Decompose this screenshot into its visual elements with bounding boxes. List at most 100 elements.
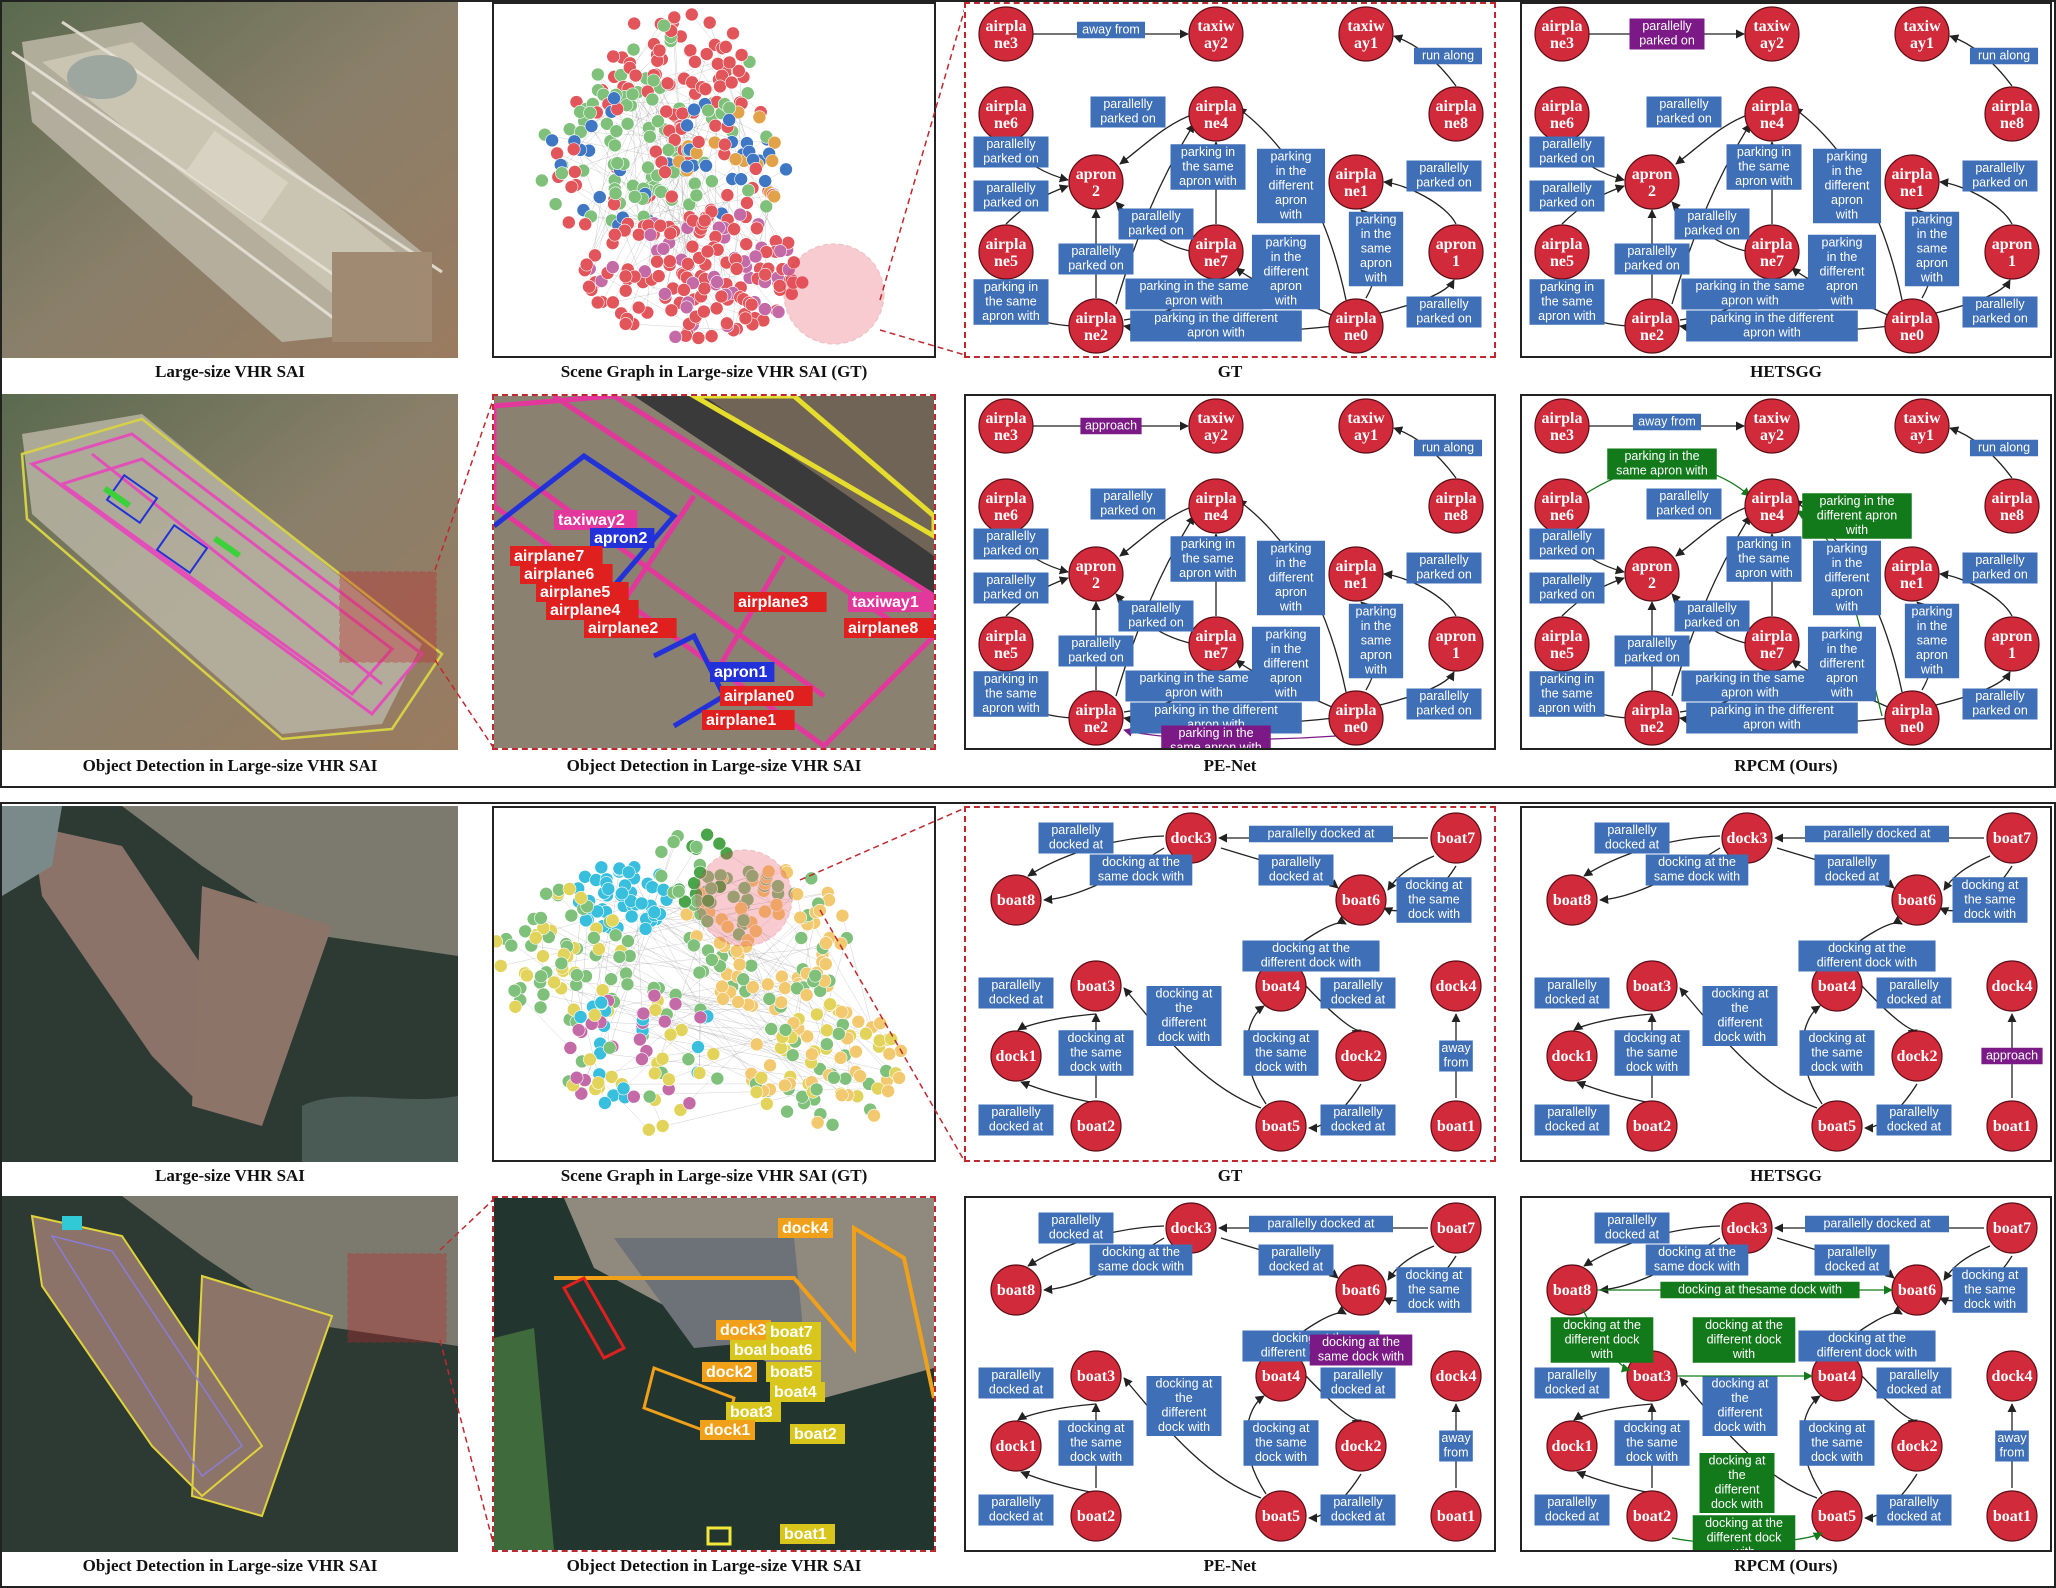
node-n6: airpla ne6 (1534, 86, 1590, 142)
svg-text:airplane6: airplane6 (524, 566, 594, 583)
svg-text:boat2: boat2 (1077, 1118, 1115, 1135)
rel-n7-n4: parking in the same apron with (1726, 144, 1802, 190)
svg-text:airplane0: airplane0 (724, 688, 794, 705)
node-b4: boat4 (1255, 960, 1307, 1012)
node-a2: apron 2 (1068, 546, 1124, 602)
rel-n6-a2: parallelly parked on (973, 136, 1049, 168)
svg-text:airplane7: airplane7 (1196, 236, 1237, 270)
rel-n2-a2: parallelly parked on (1058, 243, 1134, 275)
node-n3: airpla ne3 (1534, 398, 1590, 454)
airport-od-connector (434, 393, 496, 751)
svg-text:airplane3: airplane3 (1542, 410, 1583, 444)
svg-text:apron2: apron2 (594, 530, 647, 547)
node-n4: airpla ne4 (1744, 86, 1800, 142)
svg-text:dock2: dock2 (1341, 1438, 1382, 1455)
airport-caption-gt: GT (1217, 362, 1243, 381)
node-a1: apron 1 (1428, 224, 1484, 280)
rel-b2-b3: docking at the same dock with (1614, 1030, 1690, 1076)
svg-text:airplane3: airplane3 (1542, 18, 1583, 52)
rel-n0-n1: parking in the same apron with (1348, 603, 1404, 679)
rel-b4-d2: parallelly docked at (1320, 1367, 1396, 1399)
rel-n2-n5: parking in the same apron with (973, 671, 1049, 717)
airport-caption-od-zoom: Object Detection in Large-size VHR SAI (566, 756, 862, 775)
rel-n7-a2: parallelly parked on (1674, 600, 1750, 632)
svg-text:airplane2: airplane2 (1632, 310, 1673, 344)
airport-section-frame (0, 0, 2056, 788)
svg-text:boat3: boat3 (1633, 978, 1671, 995)
port-satellite-image (2, 806, 458, 1162)
rel-a1-n1: parallelly parked on (1962, 552, 2038, 584)
node-b3: boat3 (1626, 960, 1678, 1012)
svg-text:parallelly docked at: parallelly docked at (1267, 1216, 1375, 1230)
airport-detection-large-image (2, 394, 458, 750)
rel-b1-d4: away from (1439, 1040, 1473, 1072)
node-d4: dock4 (1986, 960, 2038, 1012)
svg-text:airplane5: airplane5 (1542, 236, 1583, 270)
zoom-region (783, 243, 885, 345)
node-b6: boat6 (1891, 874, 1943, 926)
rel-d3-b6: parallelly docked at (1258, 854, 1334, 886)
svg-text:dock2: dock2 (1897, 1048, 1938, 1065)
rel-b7-b6: docking at the same dock with (1952, 877, 2028, 923)
rel-n7-n4: parking in the same apron with (1170, 536, 1246, 582)
det-boat3: boat3 (726, 1402, 781, 1422)
port-caption-scene-graph: Scene Graph in Large-size VHR SAI (GT) (560, 1166, 868, 1185)
svg-text:airplane1: airplane1 (1336, 166, 1377, 200)
node-t2: taxiw ay2 (1744, 398, 1800, 454)
svg-text:boat6: boat6 (1898, 1282, 1936, 1299)
svg-text:dock2: dock2 (706, 1364, 752, 1381)
rel-n8-t1: run along (1969, 439, 2039, 457)
port-scene-graph-panel (492, 806, 936, 1162)
svg-text:airplane7: airplane7 (1196, 628, 1237, 662)
svg-text:dock2: dock2 (1897, 1438, 1938, 1455)
rel-b5-b3: docking at the different dock with (1702, 1376, 1778, 1436)
det-airplane2: airplane2 (584, 618, 677, 638)
svg-text:apron2: apron2 (1076, 166, 1117, 200)
svg-text:apron2: apron2 (1076, 558, 1117, 592)
relation-edge (1383, 178, 1457, 225)
svg-text:airplane7: airplane7 (514, 548, 584, 565)
svg-text:dock4: dock4 (1436, 1368, 1477, 1385)
rel-b8-d3: docking at the same dock with (1089, 1244, 1193, 1276)
rel-n0-n7: parking in the different apron with (1807, 626, 1877, 702)
svg-text:boat6: boat6 (1342, 1282, 1380, 1299)
relation-edge (1305, 1375, 1362, 1429)
node-n6: airpla ne6 (978, 478, 1034, 534)
svg-text:taxiway1: taxiway1 (1903, 18, 1941, 52)
node-b7: boat7 (1430, 812, 1482, 864)
relation-edge (1576, 1470, 1653, 1494)
airport-caption-penet: PE-Net (1203, 756, 1257, 775)
svg-text:docking at thesame dock with: docking at thesame dock with (1678, 1282, 1842, 1296)
rel-n7-n4: parking in the same apron with (1170, 144, 1246, 190)
relation-edge (1939, 178, 2013, 225)
rel-b8-b6-pred: docking at thesame dock with (1660, 1281, 1860, 1299)
node-d3: dock3 (1165, 1202, 1217, 1254)
rel-d3-b6: parallelly docked at (1814, 854, 1890, 886)
airport-caption-hetsgg: HETSGG (1750, 362, 1822, 381)
node-b8: boat8 (1546, 874, 1598, 926)
svg-text:boat2: boat2 (1077, 1508, 1115, 1525)
svg-text:run along: run along (1978, 440, 2030, 454)
port-od-connector (439, 1197, 496, 1551)
rel-n2-a2: parallelly parked on (1614, 635, 1690, 667)
airport-rpcm-panel: airpla ne3 taxiw ay2 taxiw ay1 airpla ne6 airpla… (1520, 394, 2052, 750)
